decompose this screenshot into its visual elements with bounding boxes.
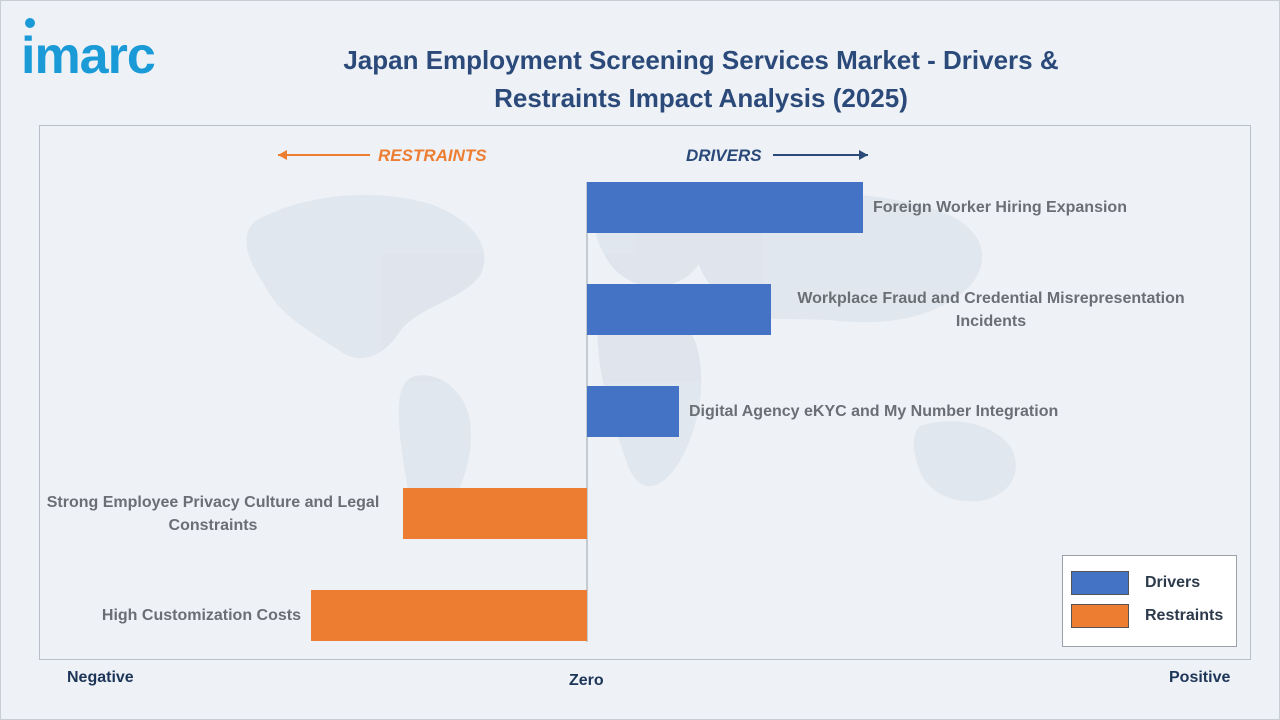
category-label-1: Foreign Worker Hiring Expansion	[873, 196, 1240, 219]
drivers-arrow-icon	[773, 150, 868, 160]
bar-restraints-4	[403, 488, 587, 539]
legend-item-drivers: Drivers	[1071, 571, 1200, 595]
chart-title-line-2: Restraints Impact Analysis (2025)	[494, 83, 908, 113]
imarc-logo-mark: imarc	[21, 18, 156, 85]
chart-title: Japan Employment Screening Services Mark…	[301, 41, 1101, 117]
category-label-4: Strong Employee Privacy Culture and Lega…	[33, 491, 393, 537]
world-map-watermark	[246, 192, 1016, 537]
category-label-5: High Customization Costs	[0, 604, 301, 627]
legend: Drivers Restraints	[1062, 555, 1237, 647]
axis-label-zero: Zero	[569, 672, 604, 689]
category-label-5-line-1: High Customization Costs	[101, 607, 301, 624]
restraints-arrow-icon	[278, 150, 370, 160]
axis-label-positive: Positive	[1169, 669, 1231, 686]
legend-swatch-drivers	[1071, 571, 1129, 595]
category-label-4-line-2: Constraints	[168, 516, 258, 534]
legend-label-restraints: Restraints	[1145, 607, 1224, 624]
legend-item-restraints: Restraints	[1071, 604, 1223, 628]
category-label-2: Workplace Fraud and Credential Misrepres…	[781, 287, 1201, 333]
category-label-2-line-2: Incidents	[955, 312, 1027, 330]
plot-area: RESTRAINTS DRIVERS Foreign Worker Hiring…	[39, 125, 1251, 660]
category-label-1-line-1: Foreign Worker Hiring Expansion	[873, 199, 1127, 216]
chart-canvas	[246, 150, 1016, 642]
imarc-logo: imarc	[21, 18, 211, 89]
chart-title-line-1: Japan Employment Screening Services Mark…	[343, 45, 1059, 75]
legend-label-drivers: Drivers	[1145, 574, 1201, 591]
category-label-2-line-1: Workplace Fraud and Credential Misrepres…	[797, 289, 1185, 307]
axis-label-negative: Negative	[67, 669, 134, 686]
logo-text: imarc	[21, 27, 155, 85]
bar-drivers-3	[587, 386, 679, 437]
category-label-4-line-1: Strong Employee Privacy Culture and Lega…	[46, 493, 380, 511]
drivers-direction-label: DRIVERS	[686, 146, 762, 165]
category-label-3: Digital Agency eKYC and My Number Integr…	[689, 400, 1109, 423]
legend-swatch-restraints	[1071, 604, 1129, 628]
category-label-3-line-1: Digital Agency eKYC and My Number Integr…	[689, 403, 1059, 420]
bar-drivers-2	[587, 284, 771, 335]
restraints-direction-label: RESTRAINTS	[378, 146, 487, 165]
bar-drivers-1	[587, 182, 863, 233]
bar-restraints-5	[311, 590, 587, 641]
